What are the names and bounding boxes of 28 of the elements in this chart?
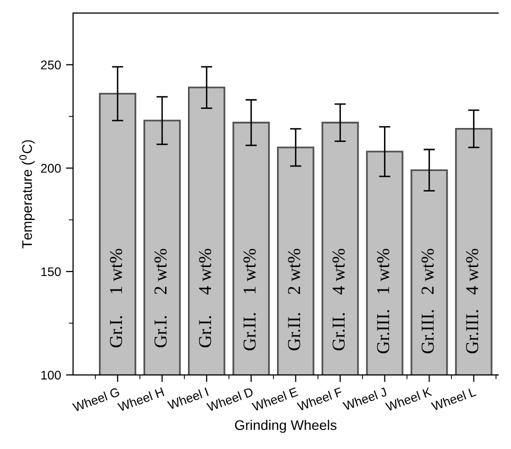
annotation: Gr.II. xyxy=(244,313,256,350)
y-tick-label: 150 xyxy=(41,267,61,276)
y-tick-label: 200 xyxy=(41,164,61,173)
annotation: 4 wt% xyxy=(198,248,212,294)
y-tick-label: 100 xyxy=(41,370,61,380)
x-tick-label: Wheel K xyxy=(384,386,432,412)
annotation: 1 wt% xyxy=(110,248,122,294)
y-tick-label: 250 xyxy=(41,60,61,70)
annotation: Gr.I. xyxy=(110,316,122,348)
annotation: 2 wt% xyxy=(288,248,300,294)
annotation: Gr.II. xyxy=(332,313,345,350)
annotation: Gr.II. xyxy=(288,313,300,350)
x-axis-title: Grinding Wheels xyxy=(235,420,336,433)
x-tick-label: Wheel F xyxy=(296,386,343,412)
annotation: Gr.III. xyxy=(422,310,434,354)
annotation: 4 wt% xyxy=(466,248,478,294)
annotation: 4 wt% xyxy=(332,248,345,294)
annotation: Gr.III. xyxy=(377,310,390,354)
annotation: Gr.I. xyxy=(199,316,212,348)
annotation: 1 wt% xyxy=(377,248,390,294)
annotation: 2 wt% xyxy=(422,248,434,294)
annotation: 2 wt% xyxy=(154,248,167,294)
annotation: 1 wt% xyxy=(243,248,256,294)
annotation: Gr.I. xyxy=(154,316,167,348)
annotation: Gr.III. xyxy=(466,310,478,354)
x-tick-label: Wheel L xyxy=(430,386,476,412)
y-axis-title: Temperature ($^{0}$C) xyxy=(19,140,35,248)
x-tick-label: Wheel H xyxy=(117,387,164,412)
